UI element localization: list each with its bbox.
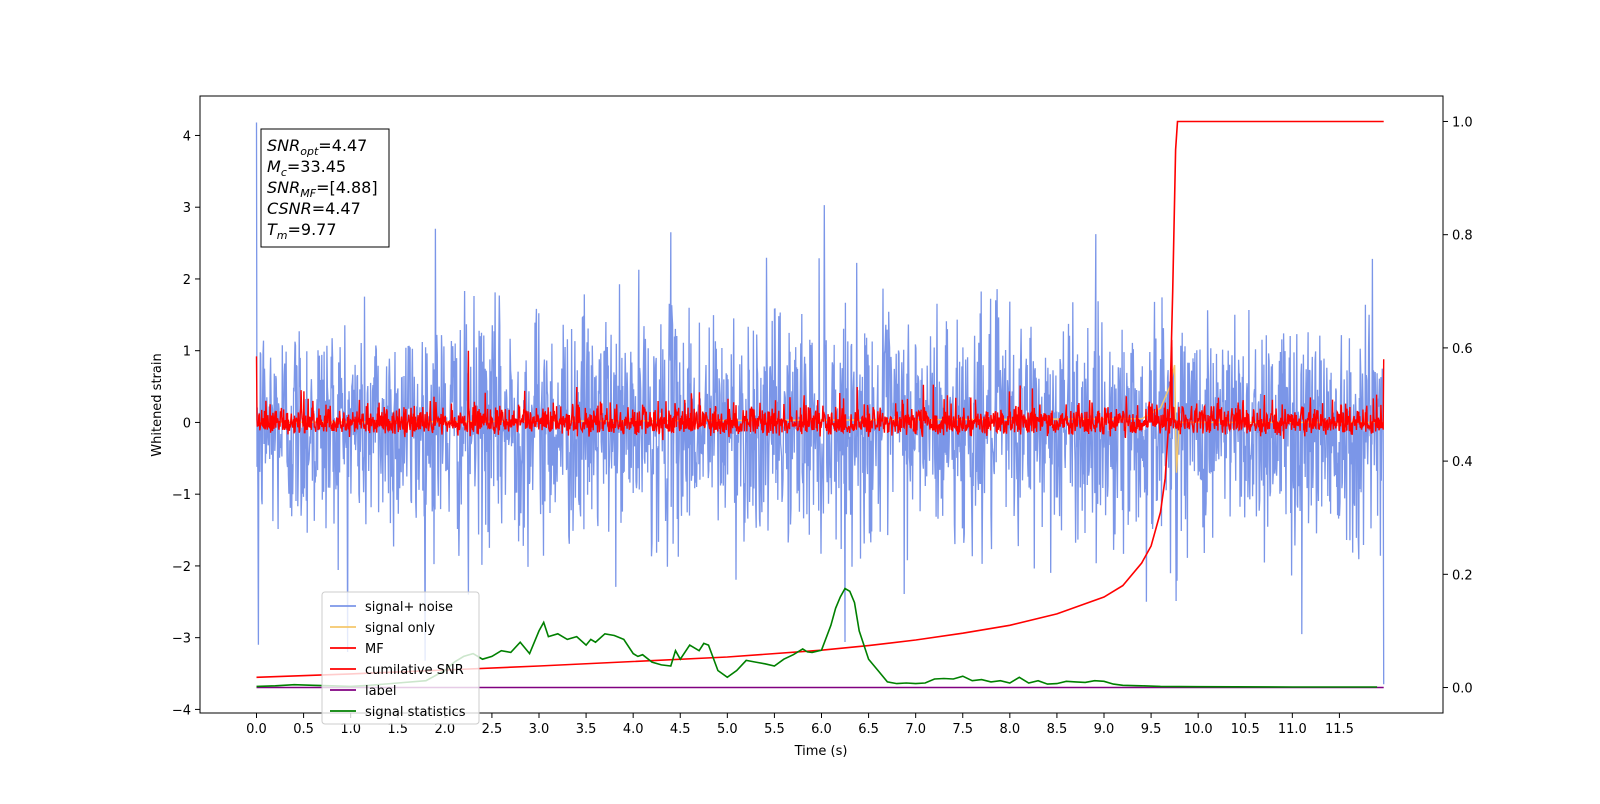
legend: signal+ noise signal only MF cumilative SNR… [321, 591, 480, 725]
annotation-frame [260, 128, 390, 248]
x-tick-label: 2.0 [434, 722, 455, 737]
y-tick-label: 2 [183, 273, 191, 288]
legend-label: signal statistics [365, 705, 466, 720]
y2-tick-label: 0.6 [1452, 342, 1473, 357]
x-tick-label: 8.5 [1047, 722, 1068, 737]
annotation-line: CSNR=4.47 [267, 199, 361, 218]
x-tick-label: 10.5 [1231, 722, 1260, 737]
annotation-line: Tm=9.77 [267, 220, 337, 242]
x-tick-label: 11.0 [1278, 722, 1307, 737]
x-tick-label: 3.5 [576, 722, 597, 737]
y-tick-label: −2 [172, 560, 191, 575]
series-cumulative-snr [256, 120, 1384, 679]
legend-label: signal+ noise [365, 600, 453, 615]
series-signal-statistics [256, 587, 1378, 688]
x-tick-label: 0.5 [293, 722, 314, 737]
x-tick-label: 5.0 [717, 722, 738, 737]
x-tick-label: 1.5 [387, 722, 408, 737]
x-tick-label: 8.0 [999, 722, 1020, 737]
x-tick-label: 1.0 [340, 722, 361, 737]
x-tick-label: 4.0 [623, 722, 644, 737]
parameter-annotation-box: SNRopt=4.47Mc=33.45SNRMF=[4.88]CSNR=4.47… [260, 128, 390, 248]
y2-tick-label: 0.0 [1452, 682, 1473, 697]
series-mf [255, 339, 1385, 441]
y-tick-label: −1 [172, 488, 191, 503]
legend-label: cumilative SNR [365, 663, 464, 678]
legend-label: label [365, 684, 396, 699]
x-axis-title: Time (s) [794, 744, 848, 759]
x-tick-label: 5.5 [764, 722, 785, 737]
y-tick-label: 1 [183, 345, 191, 360]
y2-tick-label: 0.4 [1452, 455, 1473, 470]
x-axis: 0.0 0.5 1.0 1.5 2.0 2.5 3.0 3.5 4.0 4.5 5.0 5.5 6.0 6… [246, 713, 1354, 737]
y2-tick-label: 1.0 [1452, 115, 1473, 130]
legend-frame [321, 591, 480, 725]
annotation-line: Mc=33.45 [267, 157, 346, 179]
legend-label: signal only [365, 621, 435, 636]
y2-tick-label: 0.2 [1452, 568, 1473, 583]
x-tick-label: 3.0 [529, 722, 550, 737]
x-tick-label: 10.0 [1184, 722, 1213, 737]
annotation-line: SNRopt=4.47 [267, 136, 367, 158]
legend-label: MF [365, 642, 384, 657]
x-tick-label: 4.5 [670, 722, 691, 737]
y-axis-left: −4 −3 −2 −1 0 1 2 3 4 [172, 129, 200, 718]
y-tick-label: −4 [172, 703, 191, 718]
y2-tick-label: 0.8 [1452, 229, 1473, 244]
x-tick-label: 6.5 [858, 722, 879, 737]
x-tick-label: 2.5 [482, 722, 503, 737]
x-tick-label: 7.0 [905, 722, 926, 737]
series-signal-noise [255, 122, 1385, 685]
x-tick-label: 9.0 [1094, 722, 1115, 737]
x-tick-label: 11.5 [1325, 722, 1354, 737]
y-tick-label: −3 [172, 632, 191, 647]
x-tick-label: 9.5 [1141, 722, 1162, 737]
x-tick-label: 0.0 [246, 722, 267, 737]
x-tick-label: 6.0 [811, 722, 832, 737]
y-axis-right: 0.0 0.2 0.4 0.6 0.8 1.0 [1443, 115, 1473, 697]
y-tick-label: 0 [183, 416, 191, 431]
annotation-line: SNRMF=[4.88] [267, 178, 378, 200]
y-tick-label: 3 [183, 201, 191, 216]
y-axis-title: Whitened strain [150, 353, 165, 456]
y-tick-label: 4 [183, 129, 191, 144]
x-tick-label: 7.5 [952, 722, 973, 737]
